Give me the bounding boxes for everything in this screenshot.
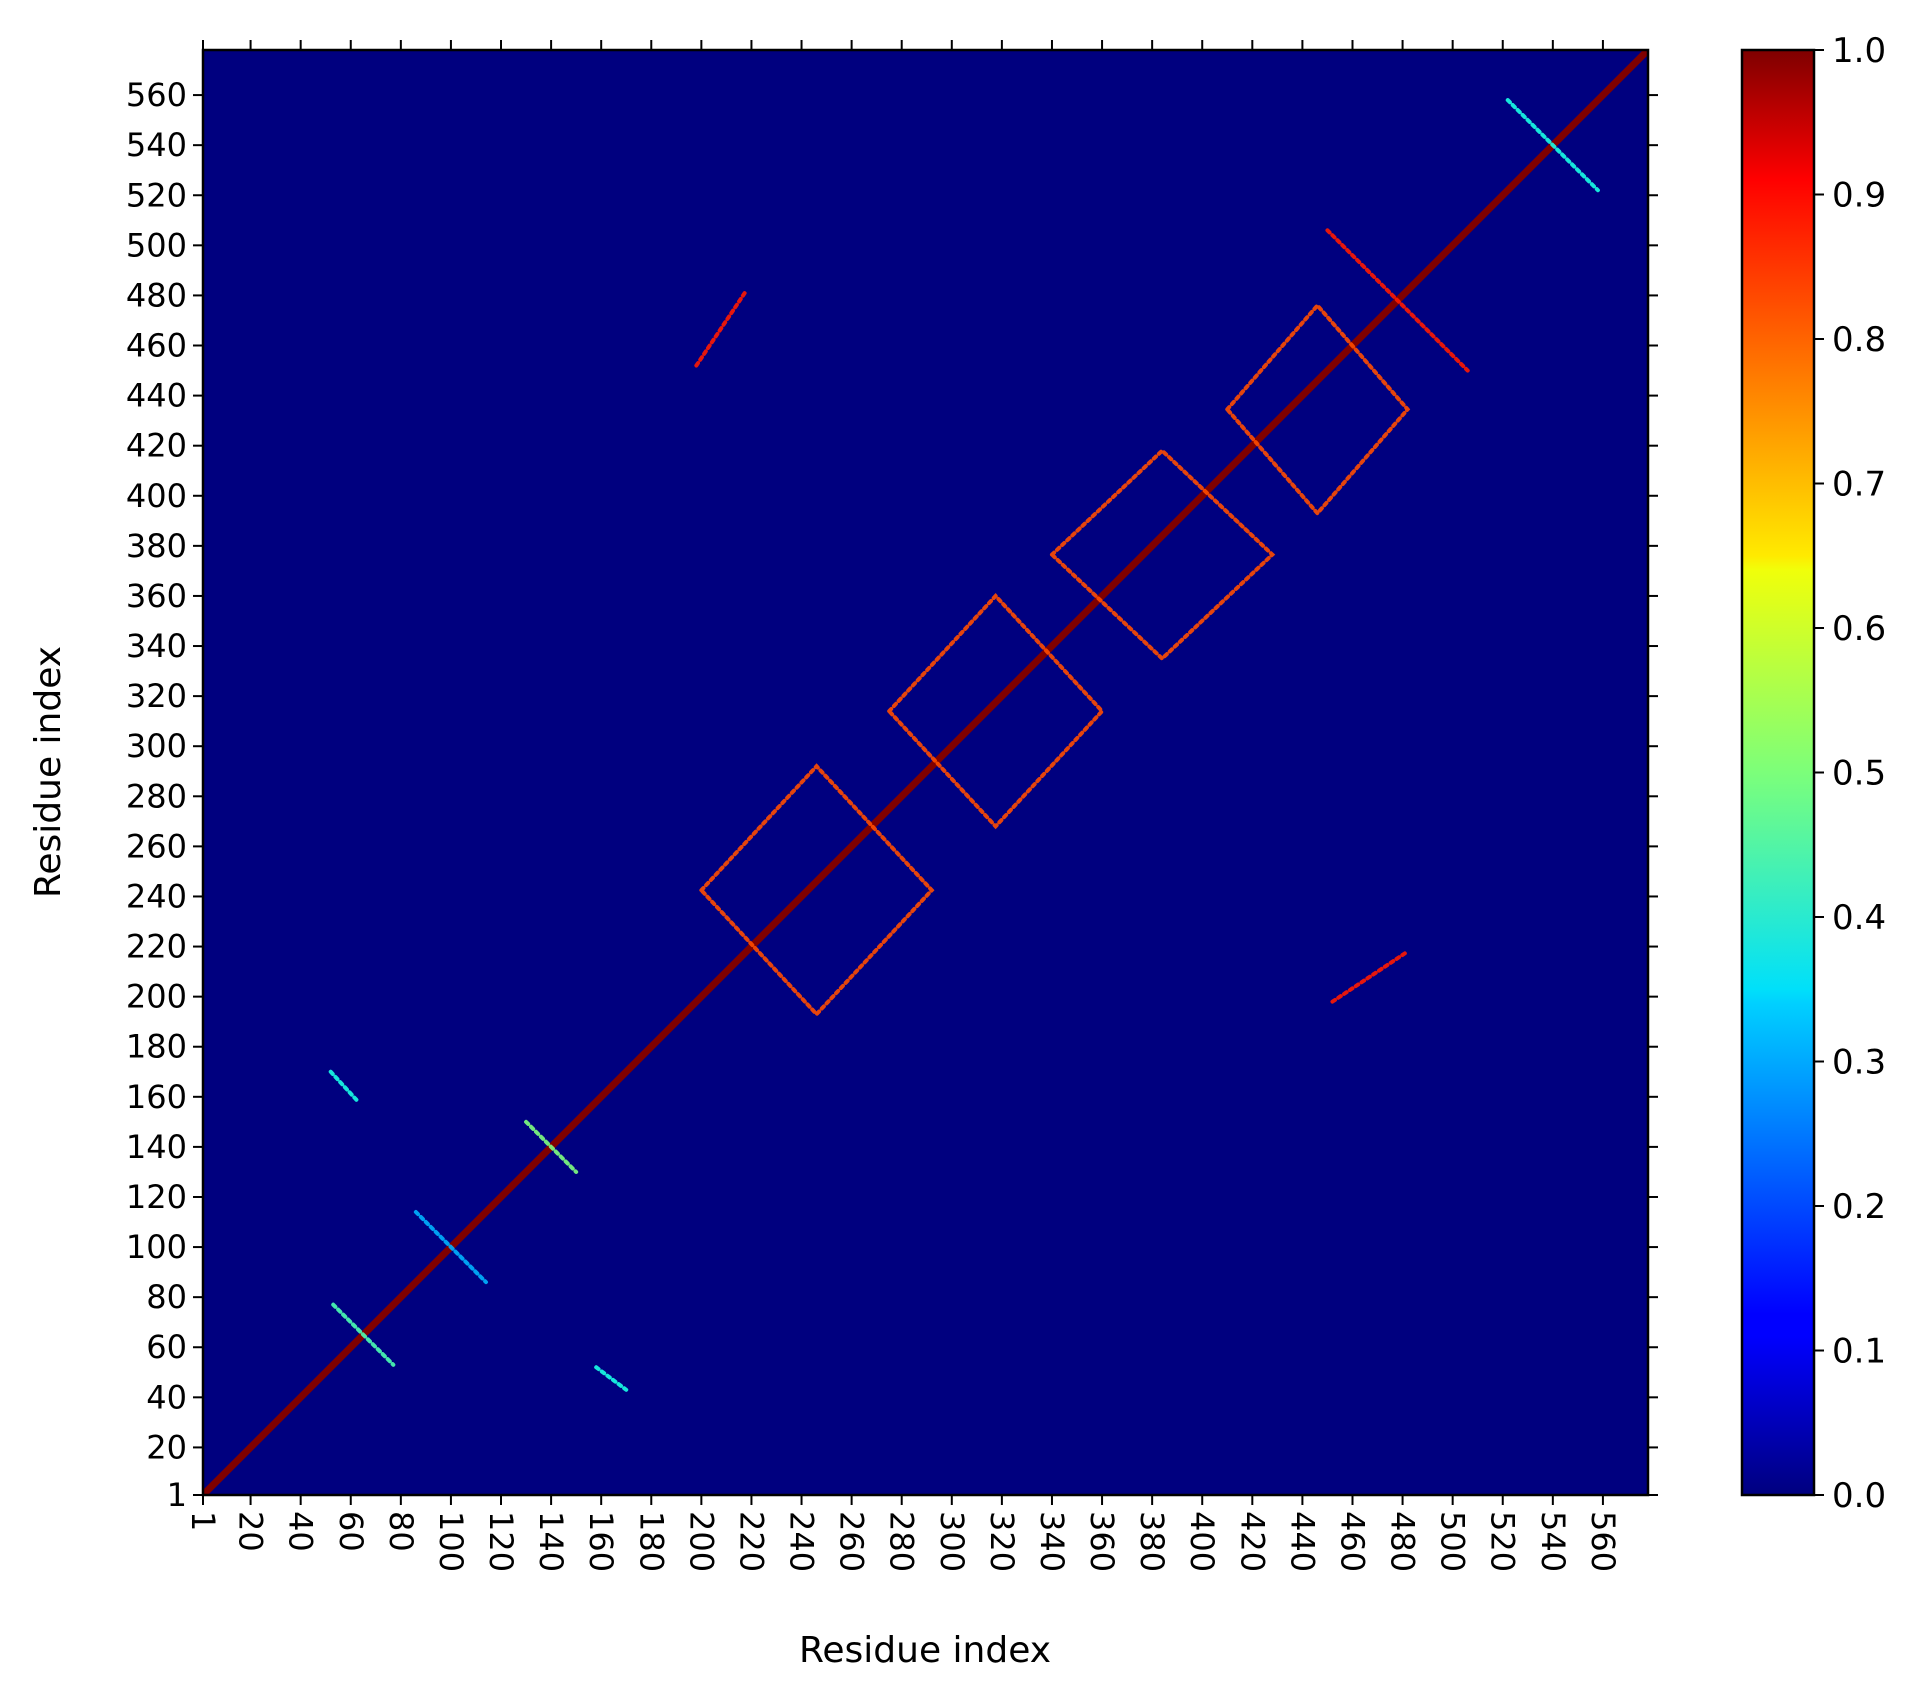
x-tick-label: 260 [833, 1511, 871, 1572]
x-tick-label: 1 [184, 1511, 222, 1531]
x-tick-label: 280 [883, 1511, 921, 1572]
y-tick-label: 340 [126, 627, 187, 665]
heatmap-feature-antidiagonal-2 [413, 1210, 488, 1285]
colorbar-tick-label: 0.6 [1832, 609, 1886, 649]
y-tick-label: 40 [146, 1378, 187, 1416]
colorbar-tick-label: 0.0 [1832, 1476, 1886, 1516]
y-tick-label: 420 [126, 427, 187, 465]
x-tick-label: 460 [1333, 1511, 1371, 1572]
heatmap-feature-line-12 [1330, 949, 1410, 1004]
x-tick-label: 520 [1484, 1511, 1522, 1572]
heatmap-features [203, 50, 1648, 1495]
y-tick-label: 80 [146, 1278, 187, 1316]
y-tick-label: 400 [126, 477, 187, 515]
plot-frame [201, 48, 1650, 1497]
heatmap-feature-square-8 [1049, 447, 1276, 662]
x-axis: 1 20 40 60 80 100 120 140 160 180 200 220 240 260 280 3… [184, 40, 1622, 1572]
x-axis-label: Residue index [799, 1630, 1051, 1671]
colorbar-tick-label: 0.2 [1832, 1187, 1886, 1227]
y-tick-label: 220 [126, 928, 187, 966]
heatmap-feature-antidiagonal-3 [524, 1119, 579, 1174]
y-tick-label: 360 [126, 577, 187, 615]
heatmap-feature-line-11 [694, 288, 749, 368]
colorbar-tick-label: 0.8 [1832, 320, 1886, 360]
heatmap-feature-line-4 [328, 1069, 361, 1104]
colorbar-tick-label: 0.4 [1832, 898, 1886, 938]
x-tick-label: 440 [1283, 1511, 1321, 1572]
y-tick-label: 540 [126, 126, 187, 164]
heatmap-feature-square-7 [886, 592, 1105, 830]
x-tick-label: 180 [632, 1511, 670, 1572]
heatmap-plot-area [201, 48, 1650, 1497]
heatmap-feature-antidiagonal-1 [331, 1302, 396, 1367]
y-tick-label: 520 [126, 176, 187, 214]
y-tick-label: 20 [146, 1428, 187, 1466]
heatmap-feature-cross-13 [1505, 98, 1600, 193]
x-tick-label: 320 [983, 1511, 1021, 1572]
y-tick-label: 240 [126, 877, 187, 915]
y-tick-label: 120 [126, 1178, 187, 1216]
x-tick-label: 40 [282, 1511, 320, 1552]
x-tick-label: 400 [1183, 1511, 1221, 1572]
y-tick-label: 480 [126, 276, 187, 314]
y-tick-label: 460 [126, 327, 187, 365]
colorbar-tick-label: 0.5 [1832, 754, 1886, 794]
heatmap-feature-square-9 [1224, 302, 1411, 517]
colorbar-tick-label: 0.9 [1832, 176, 1886, 216]
colorbar-tick-label: 1.0 [1832, 31, 1886, 71]
x-tick-label: 480 [1384, 1511, 1422, 1572]
y-tick-label: 1 [167, 1476, 187, 1514]
x-tick-label: 120 [482, 1511, 520, 1572]
heatmap-feature-square-6 [698, 763, 935, 1018]
y-tick-label: 280 [126, 777, 187, 815]
x-tick-label: 560 [1584, 1511, 1622, 1572]
x-tick-label: 80 [382, 1511, 420, 1552]
y-tick-label: 320 [126, 677, 187, 715]
y-axis-label: Residue index [28, 646, 69, 898]
colorbar-tick-label: 0.7 [1832, 465, 1886, 505]
y-tick-label: 160 [126, 1078, 187, 1116]
heatmap-feature-cross-10 [1325, 228, 1470, 373]
y-tick-label: 60 [146, 1328, 187, 1366]
colorbar-ticks: 0.0 0.1 0.2 0.3 0.4 0.5 0.6 0.7 0.8 0.9 1.0 [1814, 31, 1886, 1516]
x-tick-label: 360 [1083, 1511, 1121, 1572]
colorbar-gradient [1740, 48, 1816, 1497]
y-tick-label: 260 [126, 827, 187, 865]
y-tick-label: 500 [126, 226, 187, 264]
x-tick-label: 420 [1233, 1511, 1271, 1572]
y-tick-label: 100 [126, 1228, 187, 1266]
x-tick-label: 160 [582, 1511, 620, 1572]
x-tick-label: 200 [682, 1511, 720, 1572]
y-axis: 1204060801001201401601802002202402602803… [126, 76, 1658, 1514]
y-tick-label: 560 [126, 76, 187, 114]
x-tick-label: 300 [933, 1511, 971, 1572]
y-tick-label: 380 [126, 527, 187, 565]
y-tick-label: 140 [126, 1128, 187, 1166]
colorbar-tick-label: 0.1 [1832, 1332, 1886, 1372]
x-tick-label: 240 [783, 1511, 821, 1572]
y-tick-label: 180 [126, 1028, 187, 1066]
heatmap-feature-diagonal-0 [203, 50, 1648, 1495]
x-tick-label: 380 [1133, 1511, 1171, 1572]
x-tick-label: 500 [1434, 1511, 1472, 1572]
x-tick-label: 340 [1033, 1511, 1071, 1572]
y-tick-label: 440 [126, 377, 187, 415]
x-tick-label: 140 [532, 1511, 570, 1572]
x-tick-label: 60 [332, 1511, 370, 1552]
colorbar: 0.0 0.1 0.2 0.3 0.4 0.5 0.6 0.7 0.8 0.9 1.0 [1740, 31, 1886, 1516]
heatmap-feature-line-5 [594, 1365, 629, 1392]
colorbar-tick-label: 0.3 [1832, 1043, 1886, 1083]
y-tick-label: 300 [126, 727, 187, 765]
x-tick-label: 220 [732, 1511, 770, 1572]
x-tick-label: 100 [432, 1511, 470, 1572]
x-tick-label: 540 [1534, 1511, 1572, 1572]
y-tick-label: 200 [126, 978, 187, 1016]
x-tick-label: 20 [232, 1511, 270, 1552]
